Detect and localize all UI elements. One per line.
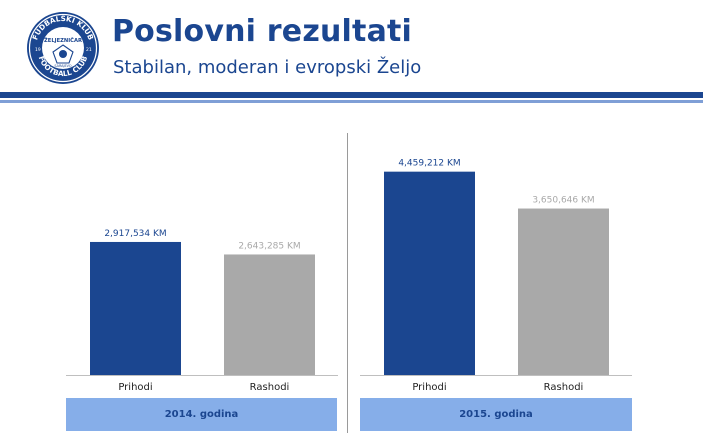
logo-center-sub: SARAJEVO (54, 64, 71, 68)
chart-2014: 2,917,534 KM Prihodi 2,643,285 KM Rashodi (66, 120, 338, 395)
logo-year-left: 19 (35, 47, 41, 53)
ball-icon (52, 44, 74, 64)
bar-prihodi (90, 241, 181, 375)
bar-rashodi (518, 208, 609, 375)
page-title: Poslovni rezultati (112, 14, 413, 49)
header-rule-thin (0, 100, 703, 103)
tick-label-prihodi: Prihodi (412, 382, 446, 393)
chart-2015: 4,459,212 KM Prihodi 3,650,646 KM Rashodi (360, 120, 632, 395)
chart-svg: 4,459,212 KM Prihodi 3,650,646 KM Rashodi (360, 159, 632, 393)
tick-label-rashodi: Rashodi (250, 382, 290, 393)
data-label-rashodi: 3,650,646 KM (532, 196, 594, 206)
page-subtitle: Stabilan, moderan i evropski Željo (113, 57, 422, 78)
year-label-2015: 2015. godina (360, 398, 632, 431)
tick-label-prihodi: Prihodi (118, 382, 152, 393)
ball-center-icon (59, 50, 67, 58)
year-label-2014: 2014. godina (66, 398, 337, 431)
chart-svg: 2,917,534 KM Prihodi 2,643,285 KM Rashodi (66, 229, 338, 393)
data-label-prihodi: 2,917,534 KM (104, 229, 166, 239)
chart-divider (347, 133, 348, 433)
logo-center-text: ŽELJEZNIČAR (44, 36, 82, 44)
tick-label-rashodi: Rashodi (544, 382, 584, 393)
logo-year-right: 21 (86, 47, 92, 53)
bar-prihodi (384, 171, 475, 375)
header-rule-thick (0, 92, 703, 98)
data-label-prihodi: 4,459,212 KM (398, 159, 460, 169)
club-logo: FUDBALSKI KLUB FOOTBALL CLUB 19 21 ŽELJE… (26, 11, 100, 85)
data-label-rashodi: 2,643,285 KM (238, 241, 300, 251)
bar-rashodi (224, 254, 315, 375)
